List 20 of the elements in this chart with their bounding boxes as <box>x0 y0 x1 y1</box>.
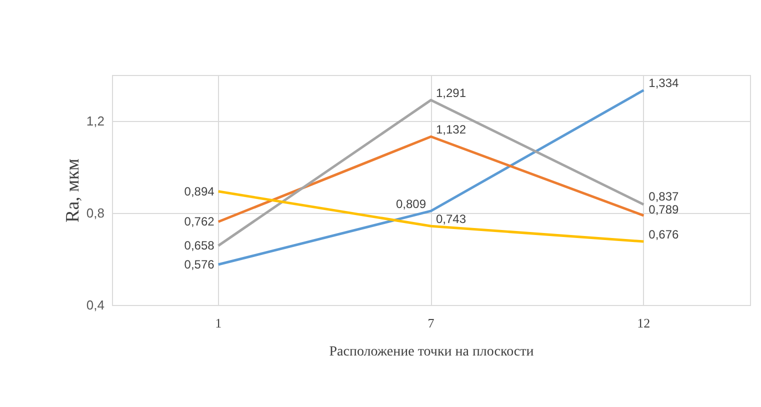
data-label: 0,837 <box>648 190 680 204</box>
data-label: 1,334 <box>648 76 680 90</box>
data-label: 0,658 <box>184 238 215 253</box>
y-tick-label: 0,8 <box>86 206 104 220</box>
x-tick-label: 1 <box>215 316 222 330</box>
x-tick-label: 12 <box>637 316 650 330</box>
data-label: 1,291 <box>436 86 466 100</box>
y-axis-title: Ra, мкм <box>62 158 84 222</box>
y-tick-label: 0,4 <box>86 298 104 312</box>
data-label: 0,762 <box>184 214 215 229</box>
data-label: 0,789 <box>648 202 680 217</box>
x-tick-label: 7 <box>428 316 435 330</box>
data-label: 0,676 <box>648 228 680 242</box>
data-label: 0,743 <box>436 212 466 226</box>
data-label: 1,132 <box>436 122 466 137</box>
x-axis-title: Расположение точки на плоскости <box>329 344 534 360</box>
data-label: 0,809 <box>396 196 426 211</box>
y-tick-label: 1,2 <box>86 114 104 128</box>
data-label: 0,894 <box>184 184 215 198</box>
data-label: 0,576 <box>184 258 215 272</box>
